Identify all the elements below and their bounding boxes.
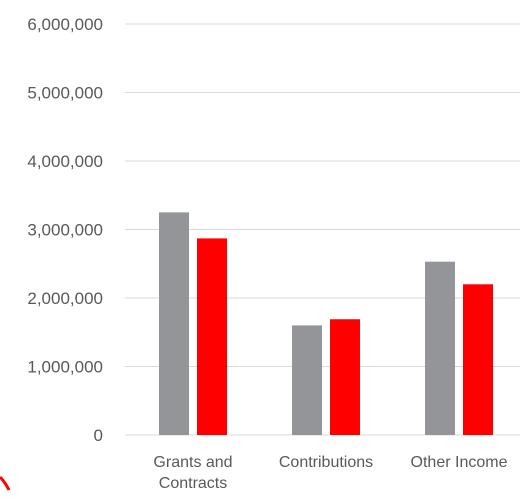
x-category-label: Contributions: [279, 454, 373, 471]
bar-red-1: [330, 319, 360, 435]
bar-gray-2: [425, 261, 455, 435]
bar-gray-1: [292, 325, 322, 435]
y-tick-label: 2,000,000: [27, 289, 103, 308]
y-axis-tick-labels: 0 1,000,000 2,000,000 3,000,000 4,000,000 5,0…: [27, 15, 103, 445]
x-axis-category-labels: Grants and Contracts Contributions Other In…: [153, 454, 507, 492]
y-tick-label: 1,000,000: [27, 358, 103, 377]
y-tick-label: 5,000,000: [27, 84, 103, 103]
y-tick-label: 4,000,000: [27, 152, 103, 171]
bar-red-2: [463, 284, 493, 435]
x-category-label: Other Income: [411, 454, 508, 471]
corner-accent-arc: [0, 475, 11, 491]
y-tick-label: 3,000,000: [27, 221, 103, 240]
y-tick-label: 0: [94, 426, 103, 445]
bar-red-0: [197, 238, 227, 435]
x-category-label: Grants and: [153, 454, 232, 471]
gridlines: [125, 23, 520, 436]
y-tick-label: 6,000,000: [27, 15, 103, 34]
x-category-label: Contracts: [159, 475, 227, 492]
bars: [159, 212, 493, 435]
bar-gray-0: [159, 212, 189, 435]
